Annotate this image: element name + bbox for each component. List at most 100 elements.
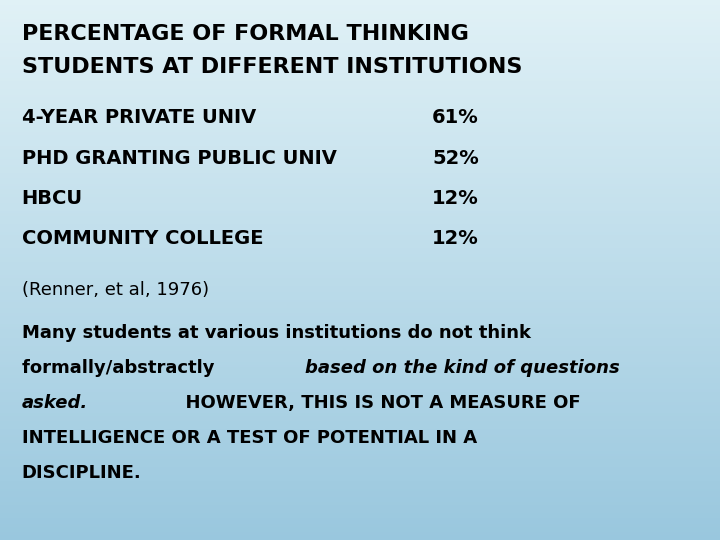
Bar [0,373,720,375]
Text: based on the kind of questions: based on the kind of questions [305,359,620,377]
Bar [0,329,720,332]
Bar [0,497,720,500]
Bar [0,46,720,49]
Bar [0,256,720,259]
Bar [0,297,720,300]
Bar [0,208,720,211]
Bar [0,262,720,265]
Bar [0,143,720,146]
Bar [0,14,720,16]
Bar [0,122,720,124]
Bar [0,94,720,97]
Bar [0,235,720,238]
Bar [0,221,720,224]
Bar [0,475,720,478]
Bar [0,92,720,94]
Text: Many students at various institutions do not think: Many students at various institutions do… [22,324,531,342]
Bar [0,537,720,540]
Bar [0,294,720,297]
Bar [0,324,720,327]
Bar [0,462,720,464]
Bar [0,3,720,5]
Bar [0,30,720,32]
Bar [0,251,720,254]
Bar [0,167,720,170]
Bar [0,19,720,22]
Bar [0,273,720,275]
Bar [0,491,720,494]
Text: DISCIPLINE.: DISCIPLINE. [22,464,141,482]
Bar [0,478,720,481]
Bar [0,5,720,8]
Bar [0,421,720,424]
Bar [0,267,720,270]
Bar [0,364,720,367]
Bar [0,22,720,24]
Text: 61%: 61% [432,108,479,127]
Bar [0,138,720,140]
Bar [0,286,720,289]
Bar [0,397,720,400]
Bar [0,367,720,370]
Bar [0,526,720,529]
Bar [0,11,720,14]
Bar [0,354,720,356]
Bar [0,100,720,103]
Text: COMMUNITY COLLEGE: COMMUNITY COLLEGE [22,230,263,248]
Text: INTELLIGENCE OR A TEST OF POTENTIAL IN A: INTELLIGENCE OR A TEST OF POTENTIAL IN A [22,429,477,447]
Bar [0,408,720,410]
Bar [0,119,720,122]
Bar [0,97,720,100]
Bar [0,275,720,278]
Bar [0,259,720,262]
Bar [0,429,720,432]
Bar [0,43,720,46]
Bar [0,432,720,435]
Bar [0,146,720,148]
Bar [0,70,720,73]
Bar [0,194,720,197]
Bar [0,173,720,176]
Bar [0,148,720,151]
Bar [0,227,720,229]
Bar [0,165,720,167]
Bar [0,486,720,489]
Bar [0,197,720,200]
Bar [0,111,720,113]
Bar [0,284,720,286]
Bar [0,524,720,526]
Bar [0,502,720,505]
Bar [0,224,720,227]
Bar [0,105,720,108]
Bar [0,89,720,92]
Bar [0,192,720,194]
Bar [0,448,720,451]
Bar [0,532,720,535]
Bar [0,483,720,486]
Text: PERCENTAGE OF FORMAL THINKING: PERCENTAGE OF FORMAL THINKING [22,24,469,44]
Bar [0,410,720,413]
Bar [0,427,720,429]
Bar [0,81,720,84]
Bar [0,278,720,281]
Bar [0,202,720,205]
Bar [0,65,720,68]
Bar [0,32,720,35]
Bar [0,518,720,521]
Bar [0,8,720,11]
Bar [0,116,720,119]
Bar [0,78,720,81]
Bar [0,535,720,537]
Bar [0,316,720,319]
Text: STUDENTS AT DIFFERENT INSTITUTIONS: STUDENTS AT DIFFERENT INSTITUTIONS [22,57,522,77]
Bar [0,451,720,454]
Bar [0,529,720,532]
Bar [0,505,720,508]
Bar [0,51,720,54]
Text: (Renner, et al, 1976): (Renner, et al, 1976) [22,281,209,299]
Bar [0,54,720,57]
Text: PHD GRANTING PUBLIC UNIV: PHD GRANTING PUBLIC UNIV [22,148,336,167]
Bar [0,383,720,386]
Text: 52%: 52% [432,148,479,167]
Bar [0,389,720,392]
